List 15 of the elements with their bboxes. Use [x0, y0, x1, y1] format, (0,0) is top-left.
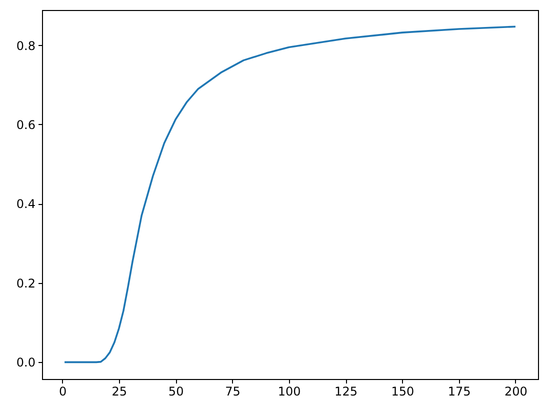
- x-tick-label: 175: [448, 384, 471, 398]
- line-series: [64, 26, 516, 364]
- x-tick-label: 100: [278, 384, 301, 398]
- x-tick-label: 150: [391, 384, 414, 398]
- x-tick-label: 0: [58, 384, 67, 398]
- y-tick-label: 0.4: [16, 197, 36, 212]
- x-tick-label: 75: [225, 384, 240, 398]
- x-tick-label: 200: [504, 384, 528, 398]
- y-tick-label: 0.2: [16, 276, 36, 290]
- x-tick-label: 125: [334, 384, 358, 398]
- x-tick-label: 25: [112, 384, 128, 398]
- y-tick-label: 0.8: [16, 38, 36, 53]
- y-tick-label: 0.6: [16, 118, 36, 132]
- y-tick-label: 0.0: [16, 356, 36, 370]
- x-tick-label: 50: [168, 384, 184, 398]
